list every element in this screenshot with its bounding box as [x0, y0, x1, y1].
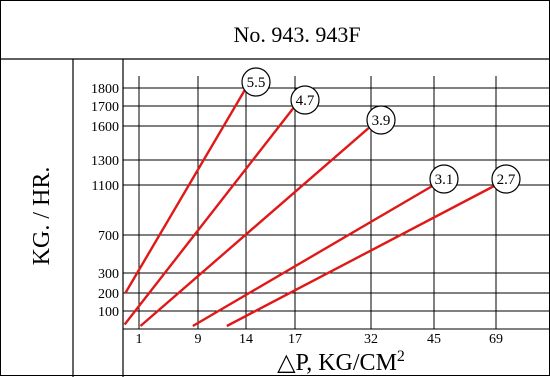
- y-tick-label: 1100: [92, 179, 119, 194]
- y-tick-label: 700: [98, 229, 119, 244]
- y-tick-label: 300: [98, 267, 119, 282]
- y-tick-label: 100: [98, 305, 119, 320]
- y-tick-label: 1700: [91, 100, 119, 115]
- series-line: [226, 183, 497, 328]
- series-layer: 5.5 4.7 3.9 3.1 2.7: [123, 67, 521, 328]
- x-tick-label: 14: [239, 332, 253, 347]
- series-label: 4.7: [296, 93, 315, 109]
- grid-layer: [122, 59, 550, 377]
- series-label-circle: [290, 85, 320, 115]
- y-tick-label: 200: [98, 287, 119, 302]
- y-tick-label: 1800: [91, 82, 119, 97]
- x-tick-label: 69: [489, 332, 503, 347]
- y-axis-label: KG. / HR.: [29, 167, 55, 266]
- x-tick-label: 17: [288, 332, 302, 347]
- x-tick-label: 45: [427, 332, 441, 347]
- series-label: 3.9: [372, 113, 391, 129]
- x-axis-label-sup: 2: [397, 348, 405, 365]
- x-tick-label: 9: [195, 332, 202, 347]
- series-label-circle: [366, 105, 396, 135]
- series-line: [192, 183, 435, 328]
- y-tick-label: 1600: [91, 120, 119, 135]
- x-tick-label: 1: [136, 332, 143, 347]
- series-label: 5.5: [247, 75, 266, 91]
- series-label: 2.7: [497, 172, 516, 188]
- tick-layer: 100 200 300 700 1100 1300 1600 1700 1800 1 9 14 17 32…: [91, 82, 503, 347]
- series-line: [123, 105, 296, 326]
- chart-title: No. 943. 943F: [233, 22, 360, 47]
- y-tick-label: 1300: [91, 154, 119, 169]
- series-label-circle: [429, 164, 459, 194]
- x-tick-label: 32: [364, 332, 378, 347]
- title-area: No. 943. 943F: [1, 22, 550, 60]
- series-label: 3.1: [435, 172, 454, 188]
- series-label-circle: [491, 164, 521, 194]
- x-axis-label: △P, KG/CM2: [277, 348, 405, 376]
- series-line: [124, 87, 248, 294]
- series-label-circle: [241, 67, 271, 97]
- x-axis-label-main: △P, KG/CM: [277, 350, 397, 376]
- series-line: [139, 125, 372, 327]
